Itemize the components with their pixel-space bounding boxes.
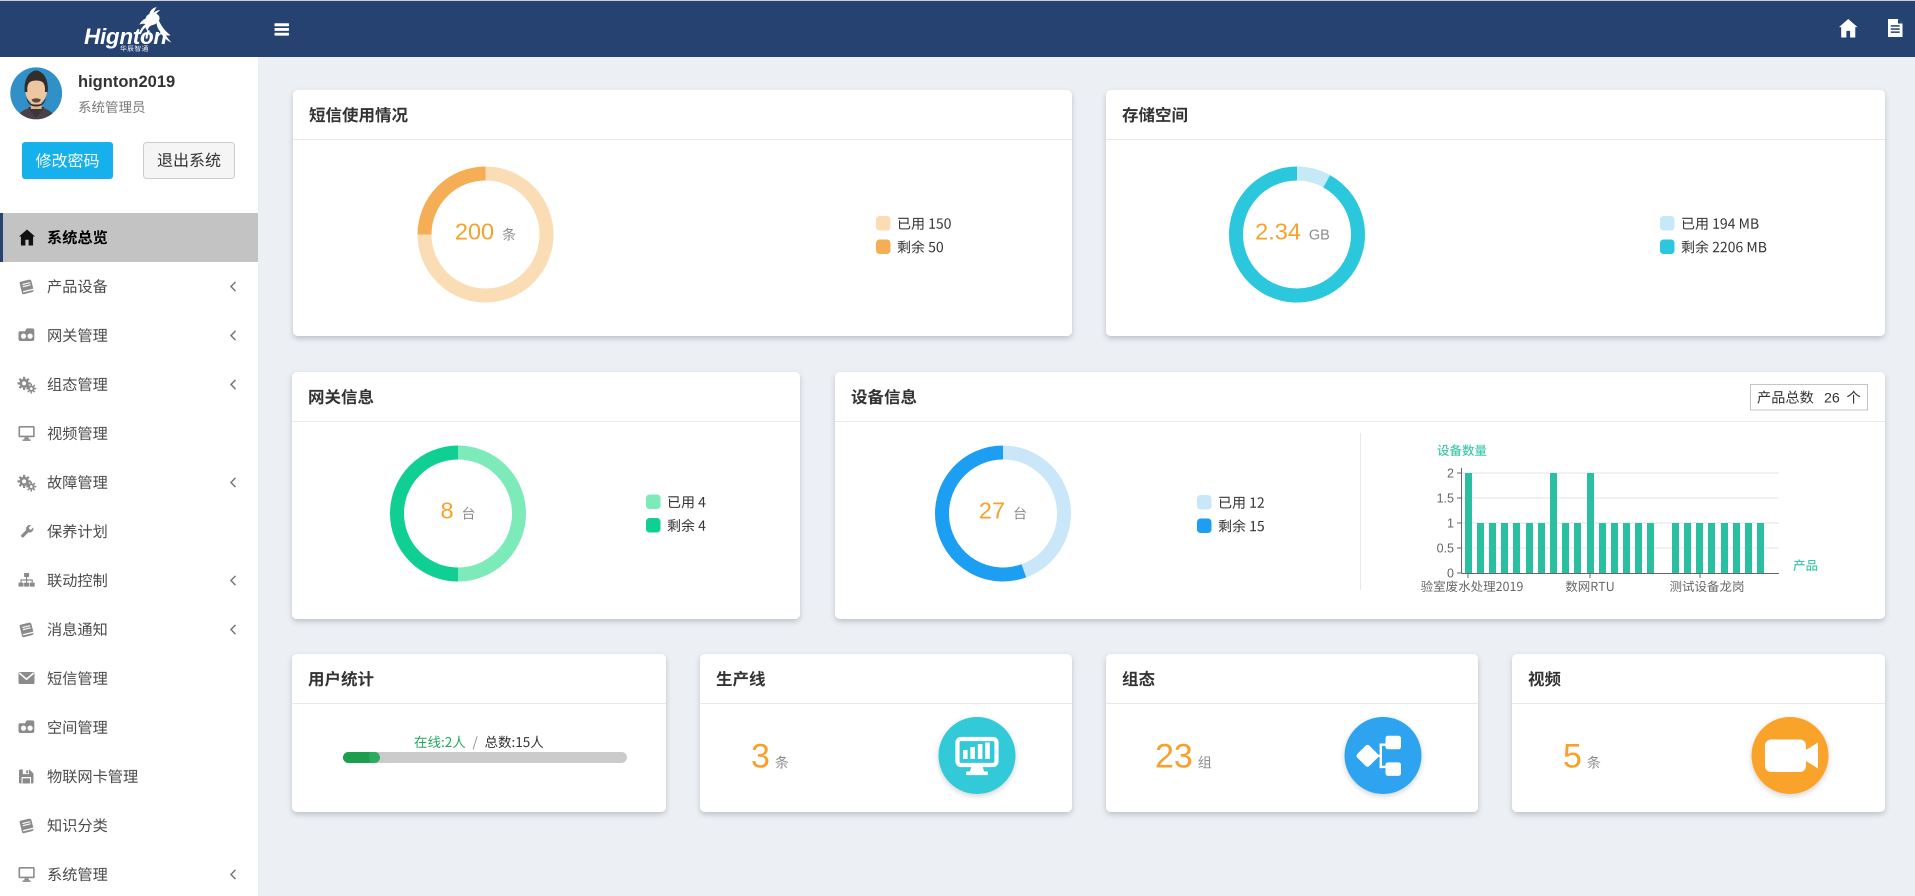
svg-text:3: 3 xyxy=(751,738,770,776)
svg-text:GB: GB xyxy=(1309,228,1330,244)
svg-text:26: 26 xyxy=(1824,391,1840,407)
svg-text:23: 23 xyxy=(1155,738,1193,776)
svg-text:hignton2019: hignton2019 xyxy=(78,73,175,91)
svg-text:0: 0 xyxy=(1447,567,1454,581)
svg-text:27: 27 xyxy=(979,498,1005,524)
svg-text:1.5: 1.5 xyxy=(1437,492,1454,506)
svg-text:Hignton: Hignton xyxy=(84,24,167,49)
svg-text:8: 8 xyxy=(440,498,453,524)
svg-text:0.5: 0.5 xyxy=(1437,542,1454,556)
svg-text:200: 200 xyxy=(455,219,494,245)
svg-text:5: 5 xyxy=(1563,738,1582,776)
svg-text:2.34: 2.34 xyxy=(1255,219,1301,245)
svg-text:2: 2 xyxy=(1447,467,1454,481)
svg-text:1: 1 xyxy=(1447,517,1454,531)
